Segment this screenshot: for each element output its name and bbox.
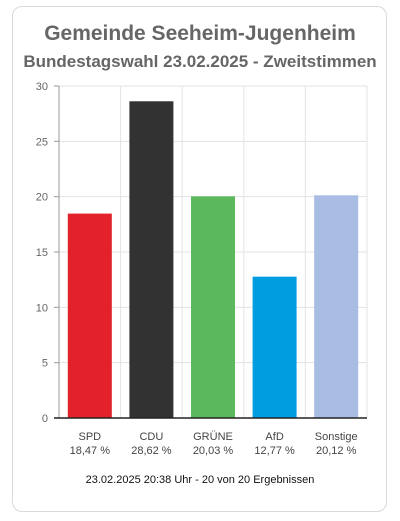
- bar-cdu: [129, 101, 174, 418]
- bar-sonstige: [314, 195, 359, 418]
- x-tick-label: SPD: [78, 431, 101, 443]
- x-tick-label: Sonstige: [315, 431, 358, 443]
- y-tick-label: 10: [36, 302, 48, 314]
- chart-title: Gemeinde Seeheim-Jugenheim: [44, 22, 356, 45]
- y-tick-label: 30: [36, 81, 48, 93]
- bar-value-label: 28,62 %: [131, 445, 172, 457]
- bar-value-label: 20,03 %: [193, 445, 234, 457]
- y-tick-label: 5: [42, 358, 48, 370]
- x-tick-label: AfD: [265, 431, 283, 443]
- bar-value-label: 20,12 %: [316, 445, 357, 457]
- bar-grüne: [191, 196, 235, 418]
- x-tick-label: GRÜNE: [193, 431, 233, 443]
- y-tick-label: 25: [36, 136, 48, 148]
- y-tick-label: 15: [36, 247, 48, 259]
- bar-value-label: 18,47 %: [70, 445, 111, 457]
- chart-subtitle: Bundestagswahl 23.02.2025 - Zweitstimmen: [23, 52, 377, 71]
- bar-value-label: 12,77 %: [254, 445, 295, 457]
- y-tick-label: 20: [36, 192, 48, 204]
- bar-spd: [67, 213, 112, 418]
- y-tick-label: 0: [42, 413, 48, 425]
- result-status-footer: 23.02.2025 20:38 Uhr - 20 von 20 Ergebni…: [85, 474, 315, 486]
- x-tick-label: CDU: [139, 431, 163, 443]
- bar-afd: [252, 276, 297, 418]
